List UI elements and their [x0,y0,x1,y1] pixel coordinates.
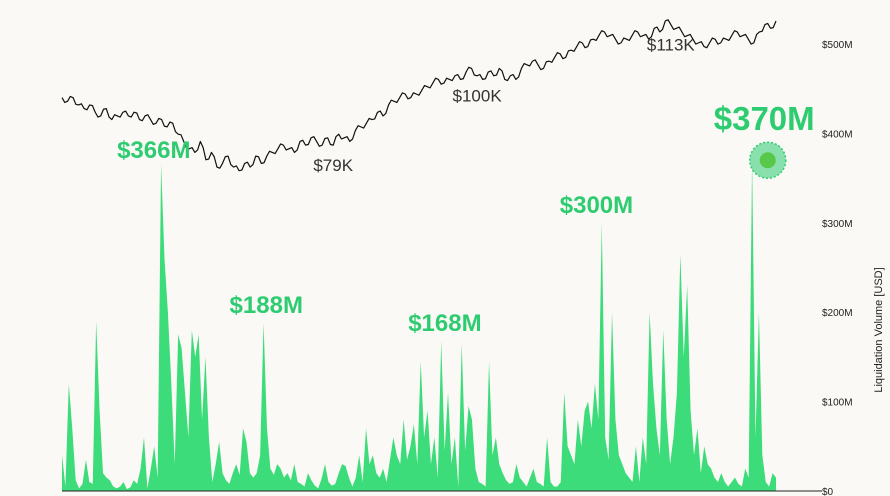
y-axis-title: Liquidation Volume [USD] [873,267,885,392]
liquidation-peak-label: $366M [117,137,190,164]
y-tick-label: $300M [822,219,853,230]
y-axis: $0 $100M $200M $300M $400M $500M [822,40,853,496]
liquidation-area [62,160,776,491]
liquidation-peak-label: $168M [408,310,481,337]
y-tick-label: $500M [822,40,853,51]
price-annotation-label: $100K [453,87,503,106]
max-liquidation-highlight-dot [759,152,776,169]
y-tick-label: $400M [822,129,853,140]
price-annotation-label: $79K [313,156,353,175]
liquidation-peak-label: $188M [230,292,303,319]
liquidation-peak-label: $300M [560,192,633,219]
y-tick-label: $100M [822,398,853,409]
price-line-layer [61,19,777,172]
price-annotation-label: $113K [647,36,696,55]
y-tick-label: $200M [822,308,853,319]
liquidation-area-layer [62,160,822,492]
price-line [61,19,777,172]
annotation-layer: $366M $188M $168M $300M $370M $79K $100K $113K [117,36,815,337]
liquidation-peak-label: $370M [714,100,815,137]
y-tick-label: $0 [822,487,834,496]
